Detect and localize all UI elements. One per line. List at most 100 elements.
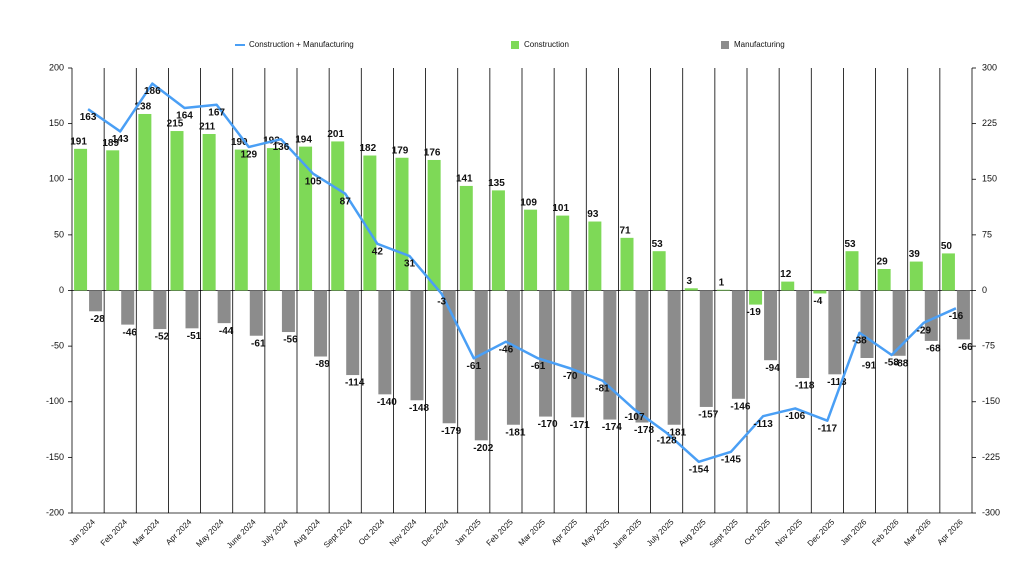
x-tick-label: Nov 2024 (388, 517, 419, 548)
x-tick-label: Aug 2024 (291, 517, 322, 548)
bar (892, 290, 906, 356)
data-label: 12 (780, 269, 792, 280)
data-label: -174 (602, 422, 622, 433)
line (87, 82, 957, 464)
bar (764, 290, 778, 361)
line-label: -46 (499, 344, 514, 355)
bar (635, 290, 649, 423)
bar (877, 268, 891, 291)
line-label: -29 (917, 325, 932, 336)
data-label: -66 (958, 342, 973, 353)
bar (716, 289, 730, 291)
data-label: 191 (70, 136, 87, 147)
y2-tick-label: -225 (982, 452, 1000, 462)
x-tick-label: Jan 2024 (67, 517, 97, 547)
bar (138, 113, 152, 291)
data-label: -114 (345, 378, 365, 389)
x-tick-label: May 2025 (580, 517, 612, 549)
line-label: -106 (785, 411, 805, 422)
line-label: 186 (144, 86, 161, 97)
data-label: -202 (473, 443, 493, 454)
data-label: -56 (283, 335, 298, 346)
line-label: -3 (437, 296, 446, 307)
bar (474, 290, 488, 441)
bar (556, 215, 570, 291)
legend-swatch (511, 41, 519, 49)
data-label: 189 (102, 138, 119, 149)
x-tick-label: Sept 2025 (708, 517, 741, 550)
legend-swatch (721, 41, 729, 49)
bar (924, 290, 938, 341)
data-label: 53 (844, 239, 856, 250)
bar (395, 157, 409, 291)
data-label: 93 (587, 209, 599, 220)
bar (620, 237, 634, 291)
bar (266, 148, 280, 291)
x-tick-label: Oct 2025 (743, 517, 773, 547)
x-tick-label: May 2024 (194, 517, 226, 549)
x-tick-label: Dec 2025 (806, 517, 837, 548)
bar (941, 253, 955, 291)
bar (185, 290, 199, 329)
data-label: 201 (327, 129, 344, 140)
data-label: -19 (746, 307, 761, 318)
data-label: 215 (167, 119, 184, 130)
y-tick-label: 200 (49, 62, 64, 72)
bar (603, 290, 617, 420)
data-label: 238 (135, 102, 152, 113)
bar (121, 290, 135, 325)
bar (699, 290, 713, 407)
x-tick-label: Feb 2025 (485, 517, 516, 548)
data-label: -157 (698, 410, 718, 421)
bar (314, 290, 328, 357)
line-label: -107 (624, 412, 644, 423)
data-label: 39 (909, 249, 921, 260)
y-tick-label: 100 (49, 174, 64, 184)
data-label: -171 (570, 420, 590, 431)
bar (781, 281, 795, 291)
data-label: -140 (377, 397, 397, 408)
line-label: -16 (949, 311, 964, 322)
y2-tick-label: 300 (982, 62, 997, 72)
line-label: 167 (208, 107, 225, 118)
bar (378, 290, 392, 395)
x-tick-label: Dec 2024 (420, 517, 451, 548)
bar (427, 159, 441, 291)
data-label: -52 (155, 332, 170, 343)
data-label: -61 (251, 338, 266, 349)
data-label: -94 (765, 363, 780, 374)
bar (828, 290, 842, 375)
bar (459, 185, 473, 291)
data-label: 135 (488, 178, 505, 189)
data-label: -179 (441, 426, 461, 437)
data-label: -118 (795, 381, 815, 392)
data-label: 29 (877, 257, 889, 268)
line-label: 129 (240, 150, 257, 161)
data-label: 211 (199, 122, 216, 133)
x-tick-label: Mar 2025 (517, 517, 548, 548)
line-label: 31 (404, 259, 416, 270)
data-label: -28 (90, 314, 105, 325)
line-label: -81 (595, 383, 610, 394)
y-tick-label: 50 (54, 229, 64, 239)
x-tick-label: Jan 2025 (453, 517, 483, 547)
bar (249, 290, 263, 336)
y2-tick-label: -75 (982, 341, 995, 351)
x-tick-label: Feb 2026 (870, 517, 901, 548)
y2-tick-label: -300 (982, 507, 1000, 517)
bar (749, 290, 763, 305)
bar (796, 290, 810, 379)
y-tick-label: -150 (46, 452, 64, 462)
x-tick-label: June 2024 (225, 517, 258, 550)
x-tick-label: Feb 2024 (99, 517, 130, 548)
bar (89, 290, 103, 312)
x-tick-label: Oct 2024 (357, 517, 387, 547)
bar (153, 290, 167, 330)
line-label: -154 (689, 464, 709, 475)
line-label: -38 (852, 335, 867, 346)
data-label: -44 (219, 326, 234, 337)
x-tick-label: Aug 2025 (677, 517, 708, 548)
y2-tick-label: -150 (982, 396, 1000, 406)
bar (731, 290, 745, 399)
